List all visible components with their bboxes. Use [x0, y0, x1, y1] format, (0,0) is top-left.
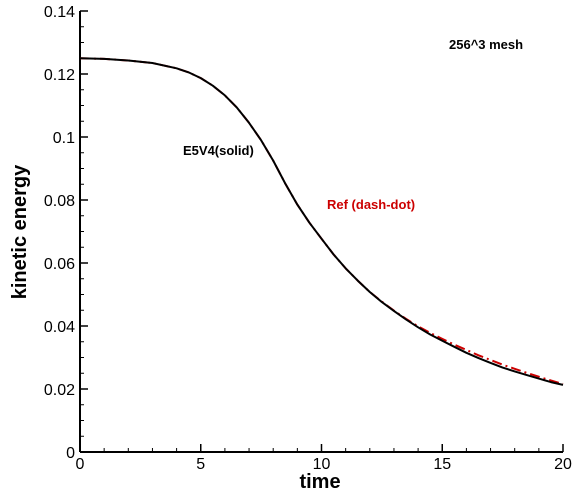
x-axis-title: time [299, 471, 340, 493]
chart-ticks: 0 5 10 15 20 0 0.02 0.04 0.06 0.08 0.1 0.12 0.14 [44, 4, 572, 473]
x-tick-label: 15 [433, 456, 451, 473]
y-tick-label: 0 [66, 445, 75, 462]
y-tick-label: 0.1 [53, 130, 75, 147]
x-tick-label: 0 [76, 456, 85, 473]
y-tick-label: 0.04 [44, 319, 75, 336]
chart-axes [79, 11, 563, 453]
chart-lines [79, 57, 564, 386]
solid-series-label: E5V4(solid) [183, 143, 254, 158]
x-tick-label: 10 [313, 456, 331, 473]
y-tick-label: 0.08 [44, 193, 75, 210]
mesh-annotation: 256^3 mesh [449, 37, 523, 52]
x-tick-label: 5 [196, 456, 205, 473]
y-tick-label: 0.02 [44, 382, 75, 399]
y-tick-label: 0.06 [44, 256, 75, 273]
y-tick-label: 0.14 [44, 4, 75, 21]
e5v4-solid-line [79, 57, 564, 386]
ref-series-label: Ref (dash-dot) [327, 197, 415, 212]
y-tick-label: 0.12 [44, 67, 75, 84]
y-axis-title: kinetic energy [9, 164, 31, 299]
x-tick-label: 20 [554, 456, 572, 473]
ref-dashdot-line [79, 57, 564, 385]
